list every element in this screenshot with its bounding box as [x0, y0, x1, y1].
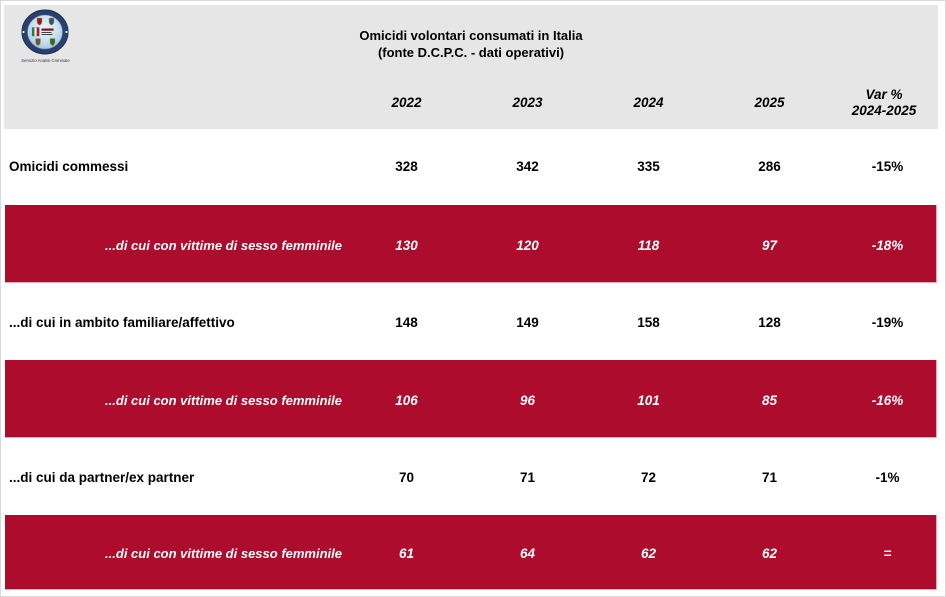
cell-value: 72 [640, 470, 657, 485]
cell-value: 61 [398, 546, 415, 561]
table-row: Omicidi commessi 328 342 335 286 -15% [1, 129, 945, 204]
cell-value: = [883, 546, 892, 561]
column-header-2023: 2023 [512, 95, 543, 110]
table-row: ...di cui con vittime di sesso femminile… [1, 514, 945, 593]
title-line-2: (fonte D.C.P.C. - dati operativi) [377, 45, 565, 60]
cell-value: 97 [761, 237, 778, 253]
column-header-2024: 2024 [633, 95, 664, 110]
table-row: ...di cui con vittime di sesso femminile… [1, 204, 945, 286]
cell-value: 71 [519, 470, 536, 485]
column-header-var-pct: Var % 2024-2025 [851, 87, 917, 118]
row-label: ...di cui da partner/ex partner [9, 470, 195, 485]
cell-value: 128 [758, 315, 781, 330]
cell-value: -18% [871, 237, 904, 253]
cell-value: 96 [519, 392, 536, 408]
title-line-1: Omicidi volontari consumati in Italia [359, 28, 583, 43]
cell-value: 101 [637, 392, 660, 408]
cell-value: 64 [519, 546, 536, 561]
cell-value: 148 [395, 315, 418, 330]
cell-value: -16% [871, 392, 904, 408]
table-row: ...di cui in ambito familiare/affettivo 1… [1, 286, 945, 359]
table-body: Omicidi commessi 328 342 335 286 -15% ...di cu… [1, 129, 945, 593]
column-header-2022: 2022 [391, 95, 422, 110]
logo-caption: Servizio Analisi Criminale [21, 59, 70, 64]
cell-value: 62 [640, 546, 657, 561]
table-title: Omicidi volontari consumati in Italia (f… [4, 27, 938, 61]
row-label: Omicidi commessi [9, 159, 129, 174]
logo: Servizio Analisi Criminale [12, 9, 78, 65]
cell-value: 335 [637, 159, 660, 174]
table-row: ...di cui da partner/ex partner 70 71 72 71 -… [1, 441, 945, 514]
row-label: ...di cui con vittime di sesso femminile [105, 546, 342, 561]
servizio-analisi-criminale-emblem-icon [20, 9, 70, 59]
row-label: ...di cui in ambito familiare/affettivo [9, 315, 235, 330]
table-row: ...di cui con vittime di sesso femminile… [1, 359, 945, 441]
cell-value: 342 [516, 159, 539, 174]
cell-value: -15% [871, 159, 904, 174]
cell-value: 328 [395, 159, 418, 174]
cell-value: 71 [761, 470, 778, 485]
cell-value: 62 [761, 546, 778, 561]
cell-value: 130 [395, 237, 418, 253]
row-label: ...di cui con vittime di sesso femminile [105, 392, 342, 408]
column-header-2025: 2025 [754, 95, 785, 110]
table-header-band: Servizio Analisi Criminale Omicidi volon… [4, 5, 938, 129]
cell-value: 120 [516, 237, 539, 253]
cell-value: 158 [637, 315, 660, 330]
cell-value: 118 [637, 237, 660, 253]
cell-value: 149 [516, 315, 539, 330]
column-header-row: 2022 2023 2024 2025 Var % 2024-2025 [4, 77, 938, 129]
cell-value: 85 [761, 392, 778, 408]
row-label: ...di cui con vittime di sesso femminile [105, 237, 342, 253]
cell-value: -1% [875, 470, 900, 485]
cell-value: 106 [395, 392, 418, 408]
cell-value: 70 [398, 470, 415, 485]
cell-value: -19% [871, 315, 904, 330]
cell-value: 286 [758, 159, 781, 174]
